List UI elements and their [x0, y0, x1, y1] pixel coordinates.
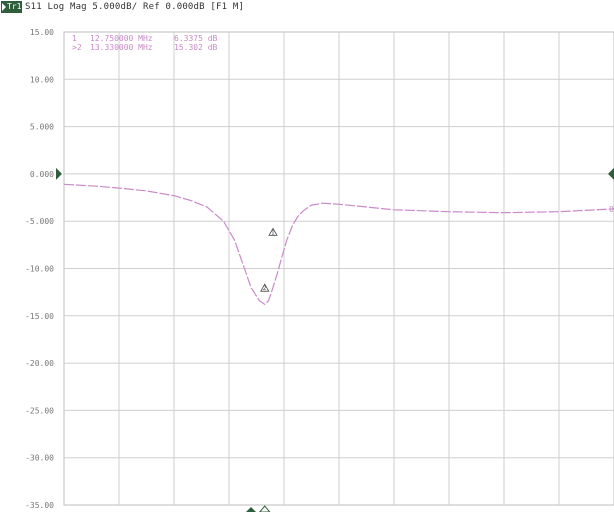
- y-tick-label: 5.000: [30, 123, 54, 132]
- y-tick-label: -35.00: [25, 501, 54, 510]
- channel-header: Tr1 S11 Log Mag 5.000dB/ Ref 0.000dB [F1…: [0, 0, 614, 16]
- trace-badge[interactable]: Tr1: [1, 1, 22, 13]
- reference-level-arrow-right-icon: [608, 167, 614, 180]
- y-tick-label: -25.00: [25, 406, 54, 415]
- trace-end-marker-label: 0: [609, 205, 614, 214]
- trace-label: Tr1: [7, 2, 22, 11]
- y-tick-label: 10.00: [30, 75, 54, 84]
- y-tick-label: -15.00: [25, 312, 54, 321]
- y-tick-label: -20.00: [25, 359, 54, 368]
- marker-triangle-icon: [260, 283, 270, 292]
- reference-level-arrow-icon: [56, 167, 62, 180]
- y-tick-label: 15.00: [30, 28, 54, 37]
- stimulus-marker-filled-icon: [246, 507, 256, 512]
- stimulus-marker-hollow-icon: [259, 505, 271, 512]
- y-tick-label: 0.000: [30, 170, 54, 179]
- marker-point-label: 1: [271, 229, 275, 236]
- marker-readout-freq: 12.750000 MHz: [90, 34, 153, 43]
- y-tick-label: -10.00: [25, 265, 54, 274]
- y-tick-label: -30.00: [25, 454, 54, 463]
- marker-point-label: 2: [263, 285, 267, 292]
- marker-readout-id: 1: [72, 34, 77, 43]
- y-tick-label: -5.000: [25, 217, 54, 226]
- data-trace-line: [63, 183, 614, 306]
- marker-readout-id: >2: [72, 43, 82, 52]
- marker-readout-value: 15.302 dB: [174, 43, 218, 52]
- marker-triangle-icon: [268, 227, 278, 236]
- trace-status-text: S11 Log Mag 5.000dB/ Ref 0.000dB [F1 M]: [25, 2, 245, 12]
- marker-readout-freq: 13.330000 MHz: [90, 43, 153, 52]
- active-trace-arrow-icon: [2, 2, 6, 11]
- marker-readout-value: 6.3375 dB: [174, 34, 218, 43]
